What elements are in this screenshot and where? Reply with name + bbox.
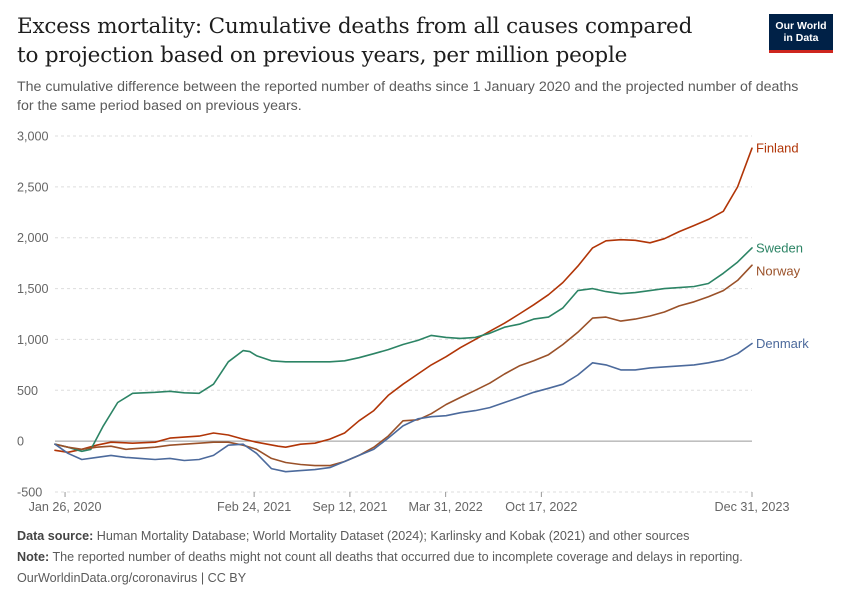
y-tick-label: 500	[17, 384, 38, 398]
x-tick-label: Oct 17, 2022	[505, 500, 577, 514]
y-tick-label: 1,500	[17, 282, 49, 296]
chart-note: Note: The reported number of deaths migh…	[17, 549, 743, 565]
axes: -500 0 500 1,000 1,500 2,000 2,500 3,000 Jan 26,…	[17, 130, 789, 515]
series-lines	[54, 147, 753, 473]
logo-line-2: in Data	[783, 32, 819, 44]
denmark-line	[54, 342, 753, 473]
x-tick-label: Dec 31, 2023	[715, 500, 790, 514]
x-tick-label: Feb 24, 2021	[217, 500, 291, 514]
denmark-label: Denmark	[756, 336, 809, 351]
y-tick-label: -500	[17, 486, 42, 500]
chart-subtitle: The cumulative difference between the re…	[17, 79, 799, 114]
y-tick-label: 2,000	[17, 231, 49, 245]
y-tick-label: 3,000	[17, 130, 49, 144]
finland-line	[54, 147, 753, 454]
sweden-label: Sweden	[756, 240, 803, 255]
x-tick-label: Mar 31, 2022	[409, 500, 483, 514]
line-chart: -500 0 500 1,000 1,500 2,000 2,500 3,000 Jan 26,…	[17, 130, 809, 515]
norway-label: Norway	[756, 264, 801, 279]
x-tick-label: Sep 12, 2021	[312, 500, 387, 514]
x-tick-label: Jan 26, 2020	[29, 500, 102, 514]
source-text: Human Mortality Database; World Mortalit…	[96, 529, 690, 543]
sweden-line	[54, 247, 753, 453]
source-label: Data source:	[17, 529, 94, 543]
logo-line-1: Our World	[775, 20, 827, 32]
owid-logo[interactable]: Our World in Data	[769, 14, 833, 53]
note-label: Note:	[17, 550, 50, 564]
y-tick-label: 0	[17, 435, 24, 449]
credit-link[interactable]: OurWorldinData.org/coronavirus | CC BY	[17, 571, 247, 585]
y-tick-label: 1,000	[17, 333, 49, 347]
data-source: Data source: Human Mortality Database; W…	[17, 528, 689, 544]
finland-label: Finland	[756, 141, 799, 156]
gridlines	[55, 135, 752, 493]
y-tick-label: 2,500	[17, 180, 49, 194]
note-text: The reported number of deaths might not …	[52, 550, 743, 564]
chart-title: Excess mortality: Cumulative deaths from…	[17, 14, 693, 68]
series-labels: Finland Sweden Norway Denmark	[756, 141, 809, 351]
norway-line	[54, 264, 753, 467]
